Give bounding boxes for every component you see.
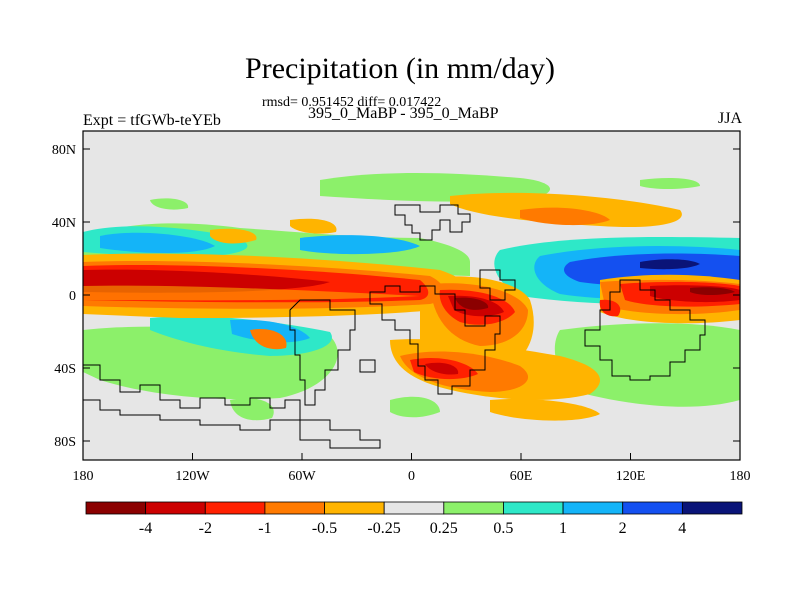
colorbar-box-5 [324, 501, 385, 515]
very-strong-positive-regions [640, 259, 700, 270]
colorbar-label-1: -4 [139, 520, 152, 537]
colorbar-label-6: 0.25 [430, 520, 458, 537]
colorbar-box-3 [204, 501, 266, 515]
experiment-subtitle: 395_0_MaBP - 395_0_MaBP [308, 105, 499, 122]
colorbar-box-7 [443, 501, 504, 515]
lon-tick-marks [192, 453, 631, 460]
lon-label-60e: 60E [510, 469, 533, 484]
colorbar-box-10 [622, 501, 683, 515]
colorbar-label-2: -2 [199, 520, 212, 537]
lon-label-120e: 120E [616, 469, 646, 484]
lon-label-60w: 60W [288, 469, 316, 484]
very-strong-negative-regions [455, 287, 735, 310]
lat-label-40s: 40S [54, 362, 76, 377]
lat-label-80s: 80S [54, 435, 76, 450]
colorbar-label-7: 0.5 [493, 520, 513, 537]
experiment-label: Expt = tfGWb-teYEb [83, 112, 221, 129]
colorbar-box-4 [264, 501, 325, 515]
lat-label-80n: 80N [52, 143, 76, 158]
colorbar-label-8: 1 [559, 520, 567, 537]
colorbar-label-9: 2 [619, 520, 627, 537]
colorbar-box-6 [383, 501, 445, 515]
lon-label-180w: 180 [73, 469, 94, 484]
stats-text: rmsd= 0.951452 diff= 0.017422 [262, 95, 442, 110]
plot-title: Precipitation (in mm/day) [245, 52, 555, 85]
lat-label-0: 0 [69, 289, 76, 304]
lon-label-120w: 120W [175, 469, 210, 484]
lon-label-0: 0 [408, 469, 415, 484]
colorbar-box-8 [503, 501, 564, 515]
season-label: JJA [717, 110, 742, 127]
colorbar-box-9 [562, 501, 624, 515]
colorbar-label-10: 4 [678, 520, 686, 537]
lat-tick-marks [83, 148, 740, 442]
lon-label-180e: 180 [730, 469, 751, 484]
colorbar-label-4: -0.5 [312, 520, 337, 537]
colorbar-box-11 [681, 501, 743, 515]
lat-label-40n: 40N [52, 216, 76, 231]
land-boundaries [83, 204, 706, 449]
colorbar [85, 501, 743, 515]
colorbar-box-2 [145, 501, 206, 515]
colorbar-label-5: -0.25 [367, 520, 400, 537]
precip-field [83, 131, 740, 460]
colorbar-label-3: -1 [258, 520, 271, 537]
colorbar-box-1 [85, 501, 147, 515]
